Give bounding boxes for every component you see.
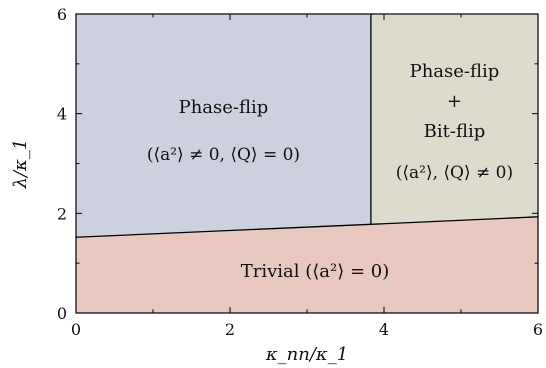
x-tick-label: 0: [71, 320, 81, 339]
x-axis-label: κ_nn/κ_1: [265, 344, 348, 365]
region-phase-flip-bit-flip-label-line: Bit-flip: [424, 121, 486, 142]
region-phase-flip: [76, 14, 371, 238]
y-tick-label: 6: [57, 5, 67, 24]
x-tick-label: 6: [533, 320, 543, 339]
region-trivial: [76, 216, 538, 313]
region-phase-flip-condition: (⟨a²⟩ ≠ 0, ⟨Q⟩ = 0): [147, 145, 300, 165]
y-tick-label: 2: [57, 204, 67, 223]
region-phase-flip-bit-flip: [370, 14, 538, 225]
region-trivial-label: Trivial (⟨a²⟩ = 0): [241, 261, 390, 282]
region-phase-flip-bit-flip-condition: (⟨a²⟩, ⟨Q⟩ ≠ 0): [396, 163, 513, 183]
y-tick-label: 4: [57, 105, 67, 124]
region-phase-flip-bit-flip-label-line: Phase-flip: [410, 61, 500, 82]
x-tick-label: 2: [225, 320, 235, 339]
x-tick-label: 4: [379, 320, 389, 339]
region-phase-flip-bit-flip-label-line: +: [447, 91, 462, 112]
region-phase-flip-label: Phase-flip: [179, 97, 269, 118]
y-axis-label: λ/κ_1: [10, 139, 31, 190]
y-tick-label: 0: [57, 304, 67, 323]
